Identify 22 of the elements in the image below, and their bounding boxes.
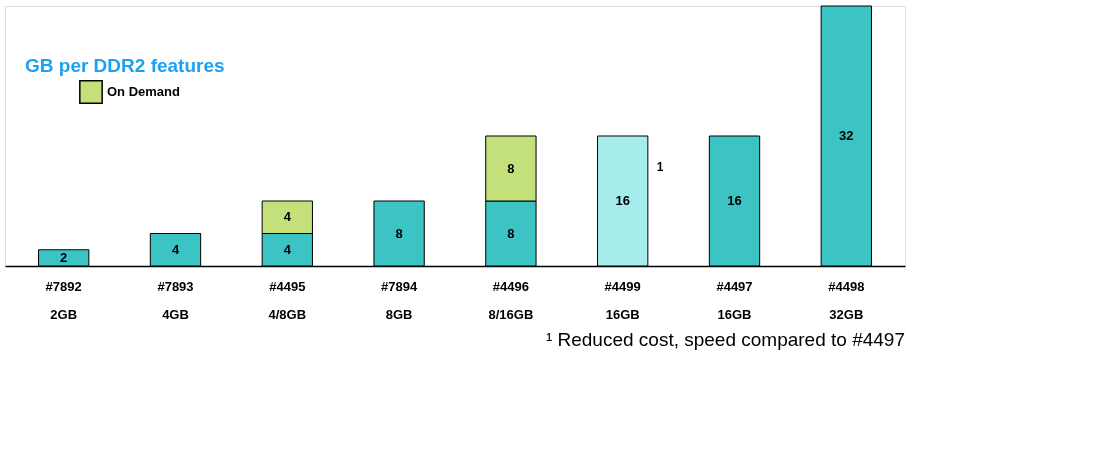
- x-tick-label: #4498 32GB: [828, 278, 865, 322]
- x-tick-label: #4499 16GB: [604, 278, 641, 322]
- text: GB per DDR2 features: [25, 55, 225, 76]
- text: ¹ Reduced cost, speed compared to #4497: [545, 329, 905, 350]
- data-label: 2: [60, 249, 68, 265]
- data-label: 4: [283, 209, 292, 225]
- data-label: 32: [839, 128, 854, 143]
- data-label: 8: [507, 160, 515, 176]
- annotation: 1: [656, 160, 664, 175]
- data-label: 4: [283, 241, 292, 257]
- x-tick-label: #7892 2GB: [45, 278, 82, 322]
- data-label: 4: [171, 241, 180, 257]
- legend-label: On Demand: [107, 84, 181, 99]
- x-tick-label: #7894 8GB: [381, 278, 418, 322]
- x-tick-label: #4497 16GB: [716, 278, 753, 322]
- x-tick-label: #4496 8/16GB: [488, 278, 534, 322]
- data-label: 8: [507, 225, 515, 241]
- x-tick-label: #7893 4GB: [157, 278, 194, 322]
- data-label: 8: [395, 225, 403, 241]
- data-label: 16: [615, 193, 630, 208]
- data-label: 16: [727, 193, 742, 208]
- x-tick-label: #4495 4/8GB: [268, 278, 307, 322]
